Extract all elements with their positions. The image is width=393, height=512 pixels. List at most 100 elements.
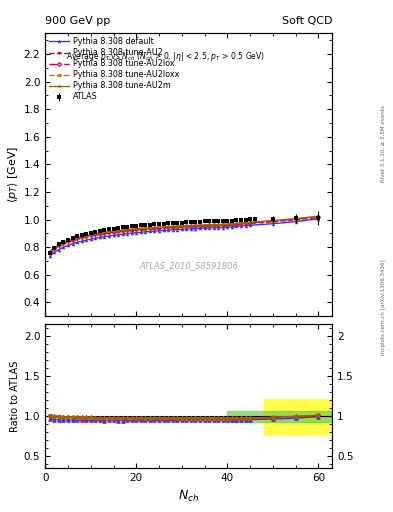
Pythia 8.308 tune-AU2lox <box>198 223 202 229</box>
Pythia 8.308 tune-AU2loxx <box>157 225 162 231</box>
Pythia 8.308 tune-AU2loxx <box>102 230 107 236</box>
Pythia 8.308 default <box>102 233 107 240</box>
Pythia 8.308 tune-AU2loxx <box>97 230 102 237</box>
Pythia 8.308 default <box>316 216 321 222</box>
Pythia 8.308 tune-AU2lox <box>220 222 225 228</box>
Pythia 8.308 tune-AU2m <box>175 223 180 229</box>
Pythia 8.308 tune-AU2m <box>129 226 134 232</box>
Pythia 8.308 tune-AU2 <box>170 225 175 231</box>
Pythia 8.308 tune-AU2lox <box>70 237 75 243</box>
Pythia 8.308 default <box>207 225 211 231</box>
Pythia 8.308 default <box>70 241 75 247</box>
Pythia 8.308 tune-AU2m <box>248 219 252 225</box>
Pythia 8.308 default <box>57 246 61 252</box>
Pythia 8.308 tune-AU2 <box>175 224 180 230</box>
Pythia 8.308 tune-AU2lox <box>138 226 143 232</box>
Pythia 8.308 tune-AU2lox <box>84 233 88 239</box>
Pythia 8.308 tune-AU2 <box>202 223 207 229</box>
Pythia 8.308 tune-AU2lox <box>166 224 171 230</box>
Pythia 8.308 tune-AU2loxx <box>111 229 116 235</box>
Pythia 8.308 tune-AU2loxx <box>184 223 189 229</box>
Pythia 8.308 tune-AU2lox <box>111 229 116 235</box>
Pythia 8.308 default <box>230 224 234 230</box>
Pythia 8.308 tune-AU2lox <box>207 222 211 228</box>
Pythia 8.308 default <box>125 230 130 237</box>
Pythia 8.308 tune-AU2m <box>161 224 166 230</box>
Pythia 8.308 tune-AU2 <box>61 241 66 247</box>
Line: Pythia 8.308 tune-AU2: Pythia 8.308 tune-AU2 <box>48 216 320 254</box>
Pythia 8.308 tune-AU2loxx <box>175 224 180 230</box>
Pythia 8.308 tune-AU2lox <box>175 224 180 230</box>
Pythia 8.308 tune-AU2lox <box>243 220 248 226</box>
Pythia 8.308 tune-AU2m <box>143 225 148 231</box>
Legend: Pythia 8.308 default, Pythia 8.308 tune-AU2, Pythia 8.308 tune-AU2lox, Pythia 8.: Pythia 8.308 default, Pythia 8.308 tune-… <box>48 36 180 103</box>
Pythia 8.308 tune-AU2 <box>316 215 321 221</box>
Pythia 8.308 default <box>107 233 111 239</box>
Pythia 8.308 tune-AU2lox <box>52 245 57 251</box>
Pythia 8.308 tune-AU2 <box>57 243 61 249</box>
Pythia 8.308 tune-AU2lox <box>61 240 66 246</box>
Pythia 8.308 default <box>48 253 52 259</box>
Pythia 8.308 default <box>198 225 202 231</box>
Pythia 8.308 tune-AU2loxx <box>166 224 171 230</box>
Line: Pythia 8.308 tune-AU2lox: Pythia 8.308 tune-AU2lox <box>48 216 320 254</box>
Pythia 8.308 tune-AU2 <box>234 222 239 228</box>
Pythia 8.308 tune-AU2 <box>166 225 171 231</box>
Pythia 8.308 tune-AU2m <box>234 220 239 226</box>
Pythia 8.308 default <box>84 237 88 243</box>
Pythia 8.308 tune-AU2loxx <box>152 225 157 231</box>
Pythia 8.308 tune-AU2loxx <box>66 238 70 244</box>
Pythia 8.308 tune-AU2m <box>157 224 162 230</box>
Pythia 8.308 tune-AU2loxx <box>202 222 207 228</box>
Pythia 8.308 tune-AU2 <box>216 223 220 229</box>
Pythia 8.308 tune-AU2loxx <box>48 249 52 255</box>
Pythia 8.308 tune-AU2 <box>93 232 97 239</box>
Pythia 8.308 tune-AU2 <box>189 224 193 230</box>
Pythia 8.308 tune-AU2m <box>211 222 216 228</box>
Pythia 8.308 tune-AU2lox <box>129 227 134 233</box>
Pythia 8.308 tune-AU2 <box>211 223 216 229</box>
Pythia 8.308 tune-AU2m <box>138 225 143 231</box>
Pythia 8.308 tune-AU2loxx <box>248 220 252 226</box>
Pythia 8.308 tune-AU2m <box>193 222 198 228</box>
Pythia 8.308 tune-AU2m <box>125 227 130 233</box>
Pythia 8.308 tune-AU2loxx <box>57 242 61 248</box>
Pythia 8.308 default <box>66 242 70 248</box>
Pythia 8.308 tune-AU2lox <box>180 223 184 229</box>
Pythia 8.308 tune-AU2m <box>84 232 88 239</box>
Pythia 8.308 tune-AU2 <box>66 239 70 245</box>
Pythia 8.308 tune-AU2loxx <box>170 224 175 230</box>
Y-axis label: Ratio to ATLAS: Ratio to ATLAS <box>9 360 20 432</box>
Pythia 8.308 tune-AU2loxx <box>129 227 134 233</box>
Pythia 8.308 tune-AU2 <box>180 224 184 230</box>
Pythia 8.308 default <box>189 226 193 232</box>
Pythia 8.308 default <box>111 232 116 239</box>
Pythia 8.308 tune-AU2lox <box>75 235 79 241</box>
Pythia 8.308 tune-AU2 <box>134 227 139 233</box>
Pythia 8.308 tune-AU2 <box>143 226 148 232</box>
Pythia 8.308 default <box>88 236 93 242</box>
Pythia 8.308 tune-AU2lox <box>161 224 166 230</box>
Text: 900 GeV pp: 900 GeV pp <box>45 16 110 26</box>
Pythia 8.308 tune-AU2 <box>270 219 275 225</box>
Pythia 8.308 default <box>193 225 198 231</box>
Pythia 8.308 tune-AU2lox <box>48 249 52 255</box>
Pythia 8.308 tune-AU2loxx <box>88 232 93 238</box>
Pythia 8.308 tune-AU2loxx <box>234 221 239 227</box>
Pythia 8.308 default <box>161 227 166 233</box>
Pythia 8.308 tune-AU2loxx <box>316 214 321 220</box>
Text: Soft QCD: Soft QCD <box>282 16 332 26</box>
Pythia 8.308 tune-AU2lox <box>134 226 139 232</box>
Pythia 8.308 tune-AU2lox <box>116 228 120 234</box>
Pythia 8.308 tune-AU2m <box>189 222 193 228</box>
Pythia 8.308 tune-AU2m <box>79 233 84 240</box>
Pythia 8.308 tune-AU2loxx <box>84 233 88 239</box>
Pythia 8.308 tune-AU2lox <box>211 222 216 228</box>
Pythia 8.308 tune-AU2lox <box>189 223 193 229</box>
Pythia 8.308 tune-AU2lox <box>316 214 321 220</box>
Pythia 8.308 default <box>79 238 84 244</box>
Pythia 8.308 tune-AU2 <box>207 223 211 229</box>
Pythia 8.308 default <box>216 225 220 231</box>
Pythia 8.308 default <box>270 221 275 227</box>
Pythia 8.308 tune-AU2m <box>97 230 102 236</box>
